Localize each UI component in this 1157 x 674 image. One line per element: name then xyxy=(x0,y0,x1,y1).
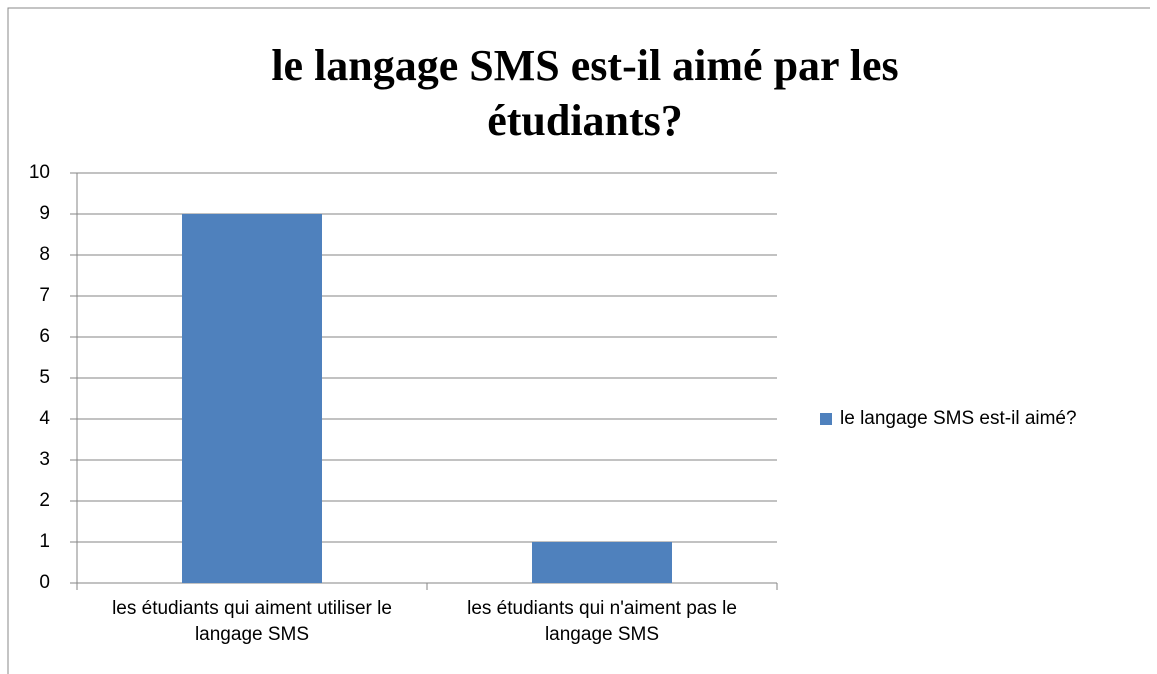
x-tick-label: les étudiants qui aiment utiliser le lan… xyxy=(112,598,392,645)
y-tick-label: 9 xyxy=(39,203,50,224)
y-tick-label: 0 xyxy=(39,572,50,593)
y-tick-label: 5 xyxy=(39,367,50,388)
y-tick-label: 4 xyxy=(39,408,50,429)
frame xyxy=(7,7,1150,674)
y-tick-label: 6 xyxy=(39,326,50,347)
y-tick-label: 3 xyxy=(39,449,50,470)
bar xyxy=(182,214,322,583)
y-tick-label: 7 xyxy=(39,285,50,306)
y-tick-label: 10 xyxy=(29,162,50,183)
y-tick-label: 1 xyxy=(39,531,50,552)
legend-label: le langage SMS est-il aimé? xyxy=(840,408,1077,429)
y-tick-label: 8 xyxy=(39,244,50,265)
bar xyxy=(532,542,672,583)
y-tick-label: 2 xyxy=(39,490,50,511)
chart-title: le langage SMS est-il aimé par les étudi… xyxy=(271,41,899,145)
x-tick-label: les étudiants qui n'aiment pas le langag… xyxy=(467,598,737,645)
legend-swatch xyxy=(820,413,832,425)
